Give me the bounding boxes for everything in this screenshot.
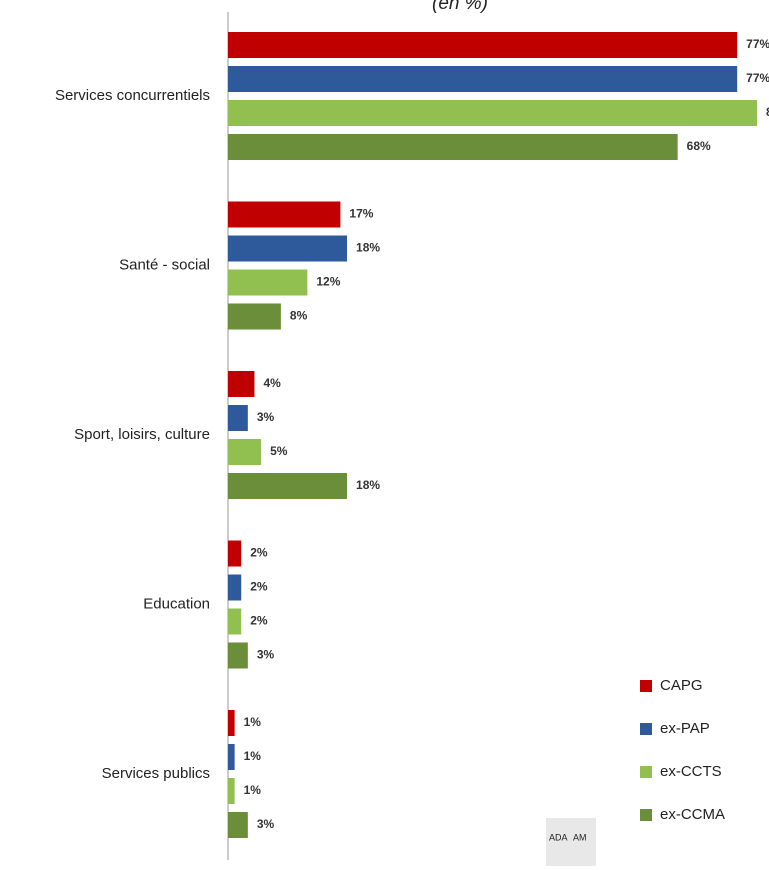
value-label: 68% — [687, 139, 711, 153]
value-label: 1% — [244, 783, 262, 797]
bar — [228, 66, 738, 92]
value-label: 3% — [257, 817, 275, 831]
bar — [228, 134, 678, 160]
bar — [228, 574, 242, 601]
value-label: 3% — [257, 410, 275, 424]
category-label: Santé - social — [119, 256, 210, 273]
bar — [228, 235, 348, 262]
bar — [228, 303, 281, 330]
bar — [228, 744, 235, 770]
legend-swatch — [640, 723, 652, 735]
value-label: 2% — [250, 546, 268, 560]
bar — [228, 405, 248, 431]
legend-label: CAPG — [660, 677, 703, 694]
category-label: Sport, loisirs, culture — [74, 426, 210, 443]
category-label: Education — [143, 595, 210, 612]
bar — [228, 778, 235, 804]
value-label: 8% — [290, 309, 308, 323]
value-label: 18% — [356, 241, 380, 255]
bar — [228, 371, 255, 397]
bar — [228, 439, 262, 465]
bar — [228, 201, 341, 228]
value-label: 3% — [257, 648, 275, 662]
legend-swatch — [640, 809, 652, 821]
bar — [228, 540, 242, 567]
logo-right: AM — [573, 832, 587, 842]
category-label: Services publics — [102, 765, 210, 782]
logo-left: ADA — [549, 832, 568, 842]
value-label: 80% — [766, 105, 769, 119]
value-label: 5% — [270, 444, 288, 458]
legend-label: ex-PAP — [660, 720, 710, 737]
chart-title: (en %) — [432, 0, 488, 14]
value-label: 1% — [244, 715, 262, 729]
logo-box — [546, 818, 596, 866]
legend-swatch — [640, 766, 652, 778]
bar — [228, 608, 242, 635]
bar — [228, 473, 348, 499]
bar — [228, 32, 738, 58]
bar — [228, 710, 235, 736]
value-label: 12% — [316, 275, 340, 289]
value-label: 2% — [250, 614, 268, 628]
legend-label: ex-CCTS — [660, 763, 722, 780]
value-label: 4% — [263, 376, 281, 390]
value-label: 17% — [349, 207, 373, 221]
category-label: Services concurrentiels — [55, 87, 210, 104]
bar — [228, 100, 757, 126]
value-label: 77% — [746, 37, 769, 51]
value-label: 18% — [356, 478, 380, 492]
value-label: 77% — [746, 71, 769, 85]
bar — [228, 642, 248, 669]
value-label: 2% — [250, 580, 268, 594]
bar — [228, 812, 248, 838]
legend-swatch — [640, 680, 652, 692]
bar — [228, 269, 308, 296]
value-label: 1% — [244, 749, 262, 763]
legend-label: ex-CCMA — [660, 806, 725, 823]
